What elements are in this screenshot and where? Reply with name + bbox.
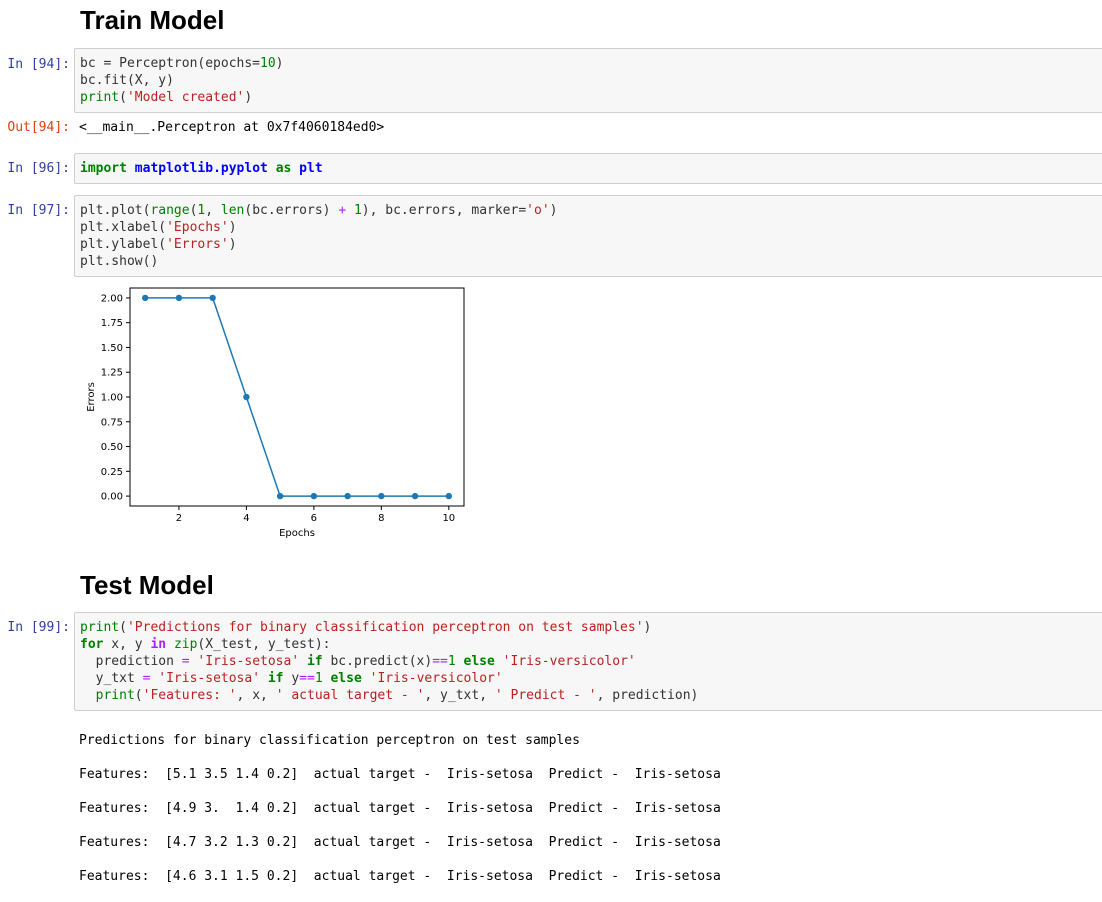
series-line-errors [145,297,449,497]
output-line: Features: [4.7 3.2 1.3 0.2] actual targe… [79,835,721,850]
input-prompt-97: In [97]: [7,203,70,218]
input-prompt-96: In [96]: [7,161,70,176]
plot-area-frame [129,287,465,507]
x-tick-label: 8 [378,513,384,524]
data-point [141,294,149,302]
series-markers [141,294,453,500]
data-point [175,294,183,302]
output-line: Predictions for binary classification pe… [79,733,580,748]
code-cell-96[interactable]: import matplotlib.pyplot as plt [74,153,1102,184]
cell-output-99: Predictions for binary classification pe… [79,715,721,902]
x-tick-label: 10 [442,513,455,524]
data-point [445,492,453,500]
y-tick-label: 1.75 [101,318,123,329]
code-cell-99[interactable]: print('Predictions for binary classifica… [74,612,1102,711]
y-axis-ticks: 0.00 0.25 0.50 0.75 1.00 1.25 1.50 1.75 2.00 [101,293,130,503]
section-heading-train: Train Model [80,5,225,35]
y-tick-label: 0.50 [101,442,123,453]
section-heading-test: Test Model [80,570,214,600]
data-point [344,492,351,500]
input-prompt-94: In [94]: [7,57,70,72]
code-cell-94[interactable]: bc = Perceptron(epochs=10) bc.fit(X, y) … [74,48,1102,113]
output-prompt-94: Out[94]: [7,120,70,135]
output-line: Features: [4.6 3.1 1.5 0.2] actual targe… [79,869,721,884]
code-editor-96[interactable]: import matplotlib.pyplot as plt [80,161,323,176]
y-tick-label: 0.75 [101,417,123,428]
y-tick-label: 0.25 [101,467,123,478]
data-point [209,294,216,302]
code-editor-99[interactable]: print('Predictions for binary classifica… [80,620,699,703]
x-axis-ticks: 2 4 6 8 10 [176,506,455,524]
y-tick-label: 1.25 [101,368,123,379]
y-axis-label: Errors [86,382,97,412]
x-tick-label: 4 [243,513,249,524]
x-axis-label: Epochs [279,528,315,539]
y-tick-label: 2.00 [101,293,123,304]
y-tick-label: 1.50 [101,343,123,354]
x-tick-label: 2 [176,513,182,524]
y-tick-label: 1.00 [101,393,123,404]
input-prompt-99: In [99]: [7,620,70,635]
data-point [378,492,385,500]
data-point [243,393,250,401]
output-line: Features: [4.9 3. 1.4 0.2] actual target… [79,801,721,816]
cell-output-94: <__main__.Perceptron at 0x7f4060184ed0> [79,120,385,135]
data-point [310,492,318,500]
errors-line-chart: 0.00 0.25 0.50 0.75 1.00 1.25 1.50 1.75 2.00 2 4 6… [86,287,465,539]
y-tick-label: 0.00 [101,492,123,503]
data-point [411,492,419,500]
code-editor-97[interactable]: plt.plot(range(1, len(bc.errors) + 1), b… [80,203,558,269]
x-tick-label: 6 [311,513,317,524]
code-cell-97[interactable]: plt.plot(range(1, len(bc.errors) + 1), b… [74,195,1102,277]
output-line: Features: [5.1 3.5 1.4 0.2] actual targe… [79,767,721,782]
data-point [276,492,284,500]
code-editor-94[interactable]: bc = Perceptron(epochs=10) bc.fit(X, y) … [80,56,284,105]
